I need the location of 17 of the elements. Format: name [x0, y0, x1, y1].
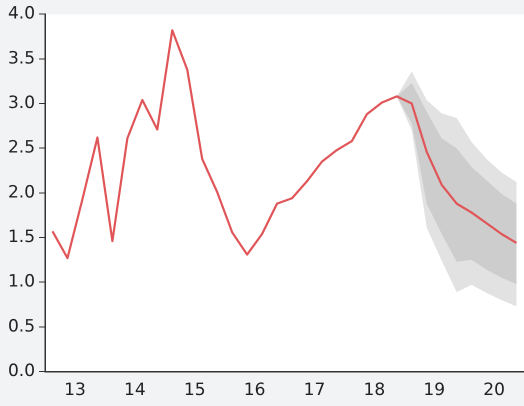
x-tick-label: 13: [64, 380, 86, 400]
y-tick-label: 1.5: [8, 226, 36, 247]
y-tick-label: 4.0: [8, 4, 36, 24]
x-tick-label: 15: [184, 380, 206, 400]
x-tick-label: 16: [244, 380, 266, 400]
y-tick-label: 3.0: [8, 92, 36, 113]
y-tick-label: 0.0: [8, 361, 36, 382]
x-tick-label: 18: [364, 380, 386, 400]
y-tick-label: 3.5: [8, 48, 36, 68]
x-tick-label: 17: [304, 380, 326, 400]
x-tick-label: 14: [124, 380, 146, 400]
y-tick-label: 2.0: [8, 182, 36, 202]
y-tick-label: 1.0: [8, 272, 36, 292]
y-tick-label: 0.5: [8, 316, 36, 336]
y-tick-label: 2.5: [8, 138, 36, 158]
x-tick-label: 20: [483, 380, 505, 400]
x-tick-label: 19: [423, 380, 446, 400]
